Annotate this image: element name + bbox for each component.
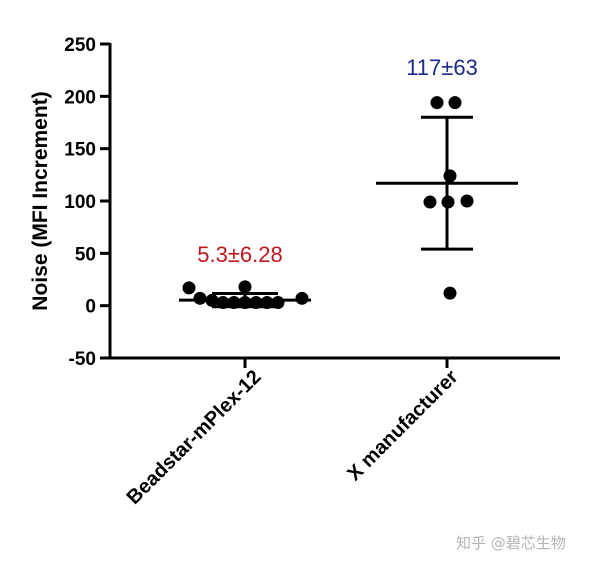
chart-labels: Noise (MFI Increment) Beadstar-mPlex-12 X …	[29, 55, 478, 509]
y-tick-label: -50	[69, 349, 96, 370]
data-point	[238, 296, 252, 310]
y-tick-label: 150	[64, 140, 96, 161]
watermark: 知乎 @碧芯生物	[456, 534, 566, 552]
data-point	[193, 291, 207, 305]
data-point	[182, 281, 196, 295]
y-tick-label: 250	[64, 35, 96, 56]
y-tick-label: 50	[75, 244, 96, 265]
y-tick-label: 100	[64, 192, 96, 213]
data-points	[182, 96, 474, 310]
x-tick-label: Beadstar-mPlex-12	[123, 366, 266, 509]
data-point	[448, 96, 462, 110]
data-point	[441, 195, 455, 209]
y-axis-label: Noise (MFI Increment)	[29, 91, 52, 310]
y-tick-label: 200	[64, 87, 96, 108]
data-point	[443, 169, 457, 183]
data-point	[460, 194, 474, 208]
summary-stats	[179, 115, 518, 309]
data-point	[443, 286, 457, 300]
data-point	[205, 293, 219, 307]
y-tick-label: 0	[85, 297, 96, 318]
data-point	[216, 296, 230, 310]
data-point	[227, 296, 241, 310]
data-point	[423, 195, 437, 209]
mean-sd-annotation: 5.3±6.28	[197, 242, 282, 267]
x-tick-label: X manufacturer	[343, 366, 462, 485]
data-point	[295, 291, 309, 305]
data-point	[430, 96, 444, 110]
data-point	[249, 296, 263, 310]
mean-sd-annotation: 117±63	[406, 55, 478, 80]
data-point	[260, 296, 274, 310]
data-point	[271, 296, 285, 310]
data-point	[238, 280, 252, 294]
axes: -50 0 50 100 150 200 250	[64, 35, 560, 370]
